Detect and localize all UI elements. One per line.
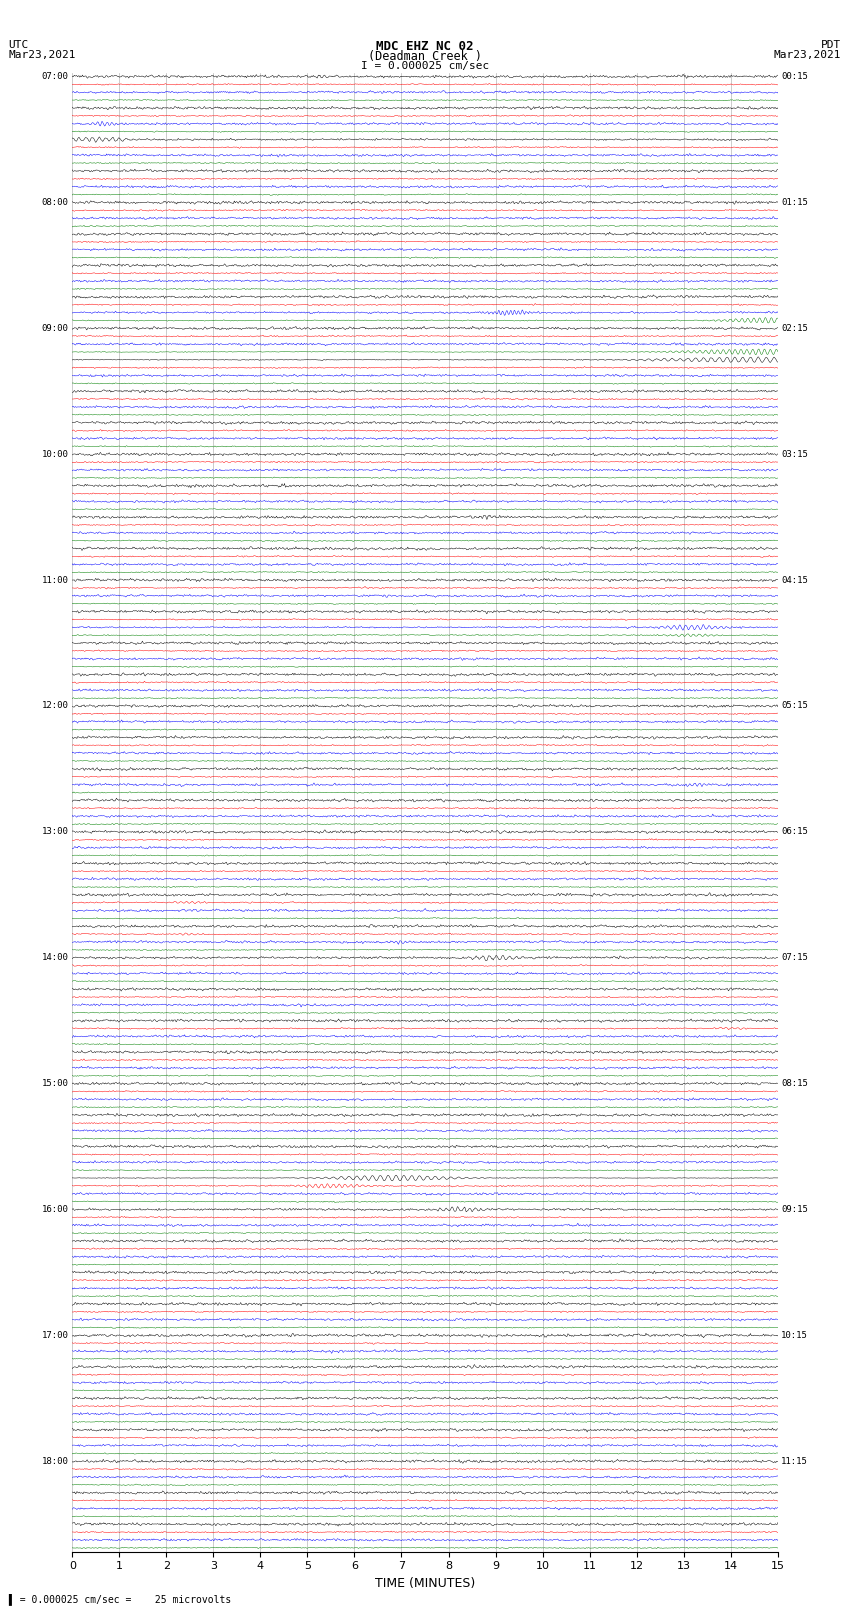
Text: 12:00: 12:00 bbox=[42, 702, 69, 710]
Text: 15:00: 15:00 bbox=[42, 1079, 69, 1089]
Text: 01:15: 01:15 bbox=[781, 198, 808, 206]
Text: 11:15: 11:15 bbox=[781, 1457, 808, 1466]
Text: MDC EHZ NC 02: MDC EHZ NC 02 bbox=[377, 39, 473, 53]
Text: ▌ = 0.000025 cm/sec =    25 microvolts: ▌ = 0.000025 cm/sec = 25 microvolts bbox=[8, 1594, 232, 1605]
Text: 00:15: 00:15 bbox=[781, 73, 808, 81]
Text: 07:15: 07:15 bbox=[781, 953, 808, 963]
X-axis label: TIME (MINUTES): TIME (MINUTES) bbox=[375, 1578, 475, 1590]
Text: 03:15: 03:15 bbox=[781, 450, 808, 458]
Text: 04:15: 04:15 bbox=[781, 576, 808, 584]
Text: 18:00: 18:00 bbox=[42, 1457, 69, 1466]
Text: 14:00: 14:00 bbox=[42, 953, 69, 963]
Text: Mar23,2021: Mar23,2021 bbox=[774, 50, 842, 60]
Text: 16:00: 16:00 bbox=[42, 1205, 69, 1215]
Text: 13:00: 13:00 bbox=[42, 827, 69, 836]
Text: 11:00: 11:00 bbox=[42, 576, 69, 584]
Text: 09:15: 09:15 bbox=[781, 1205, 808, 1215]
Text: 08:00: 08:00 bbox=[42, 198, 69, 206]
Text: 10:00: 10:00 bbox=[42, 450, 69, 458]
Text: 09:00: 09:00 bbox=[42, 324, 69, 332]
Text: (Deadman Creek ): (Deadman Creek ) bbox=[368, 50, 482, 63]
Text: 10:15: 10:15 bbox=[781, 1331, 808, 1340]
Text: 02:15: 02:15 bbox=[781, 324, 808, 332]
Text: UTC: UTC bbox=[8, 39, 29, 50]
Text: 06:15: 06:15 bbox=[781, 827, 808, 836]
Text: Mar23,2021: Mar23,2021 bbox=[8, 50, 76, 60]
Text: 07:00: 07:00 bbox=[42, 73, 69, 81]
Text: 08:15: 08:15 bbox=[781, 1079, 808, 1089]
Text: 05:15: 05:15 bbox=[781, 702, 808, 710]
Text: PDT: PDT bbox=[821, 39, 842, 50]
Text: 17:00: 17:00 bbox=[42, 1331, 69, 1340]
Text: I = 0.000025 cm/sec: I = 0.000025 cm/sec bbox=[361, 61, 489, 71]
